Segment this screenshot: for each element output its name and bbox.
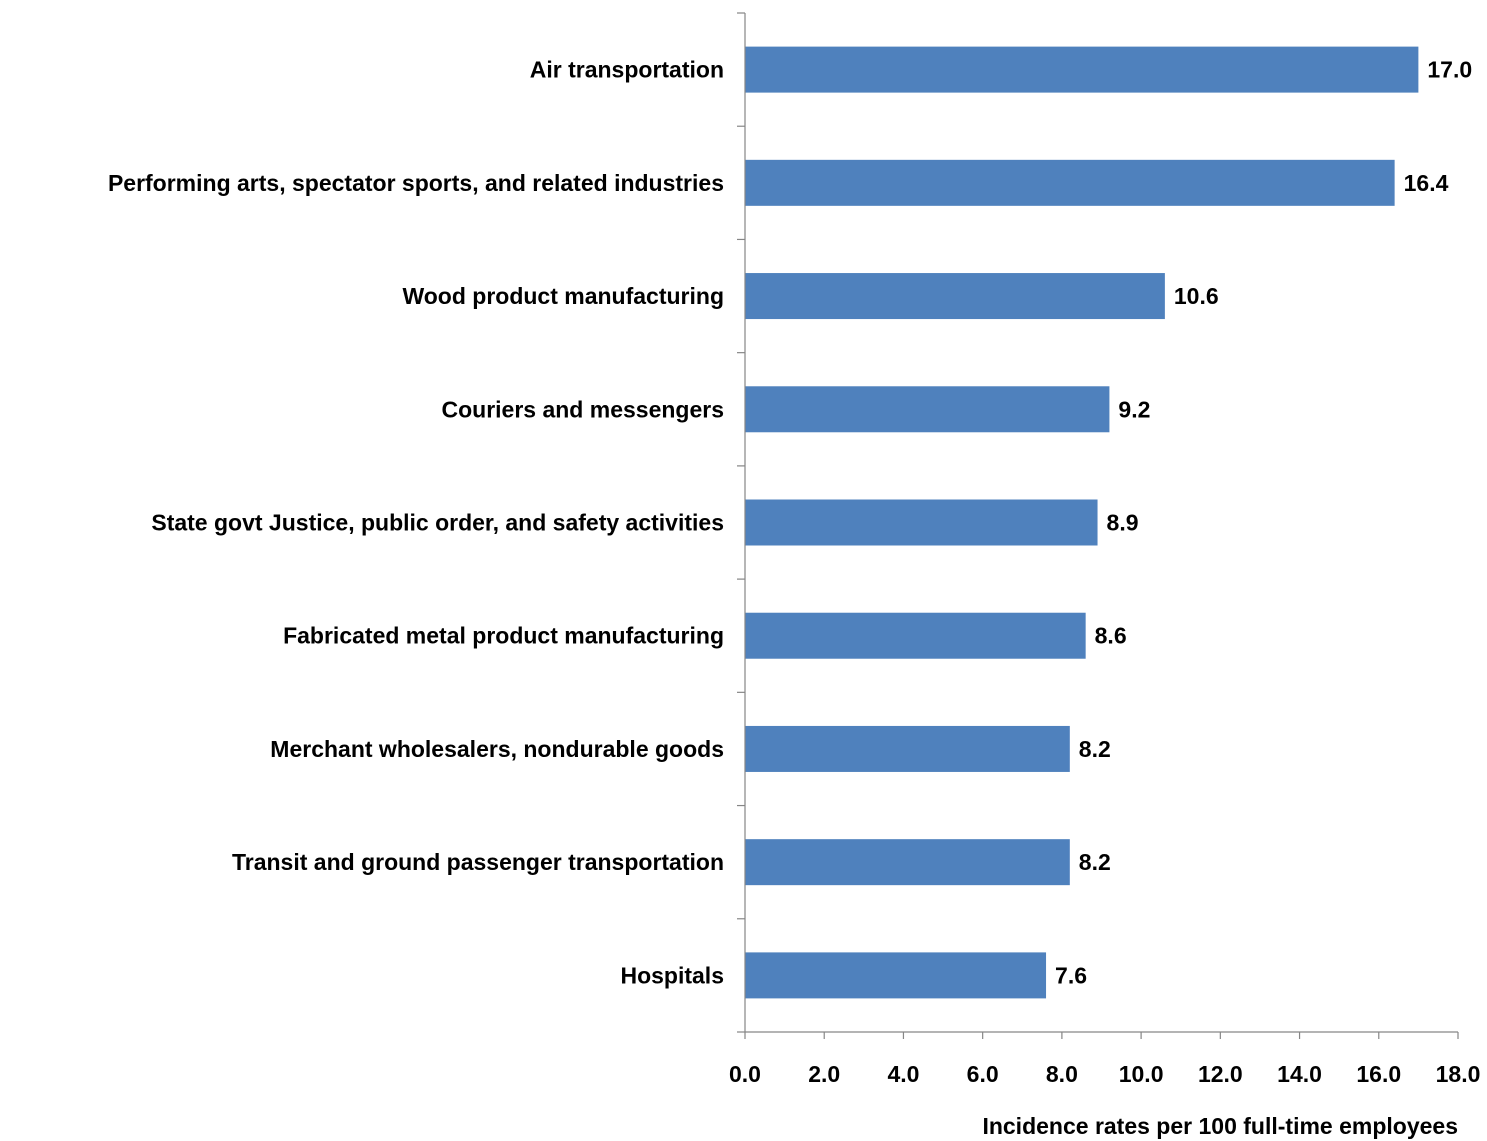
category-label: Transit and ground passenger transportat… [232, 849, 724, 875]
category-label: Performing arts, spectator sports, and r… [108, 170, 724, 196]
data-label: 8.9 [1107, 510, 1139, 536]
bar [745, 499, 1098, 546]
category-label: State govt Justice, public order, and sa… [151, 510, 724, 536]
category-label: Hospitals [620, 962, 724, 988]
data-label: 10.6 [1174, 283, 1219, 309]
x-tick-label: 10.0 [1119, 1061, 1164, 1087]
data-label: 7.6 [1055, 962, 1087, 988]
x-tick-label: 12.0 [1198, 1061, 1243, 1087]
bar [745, 273, 1165, 320]
x-tick-label: 2.0 [808, 1061, 840, 1087]
x-tick-label: 14.0 [1277, 1061, 1322, 1087]
data-label: 8.2 [1079, 849, 1111, 875]
bar [745, 159, 1395, 206]
category-label: Air transportation [530, 57, 724, 83]
data-label: 17.0 [1427, 57, 1472, 83]
bar [745, 612, 1086, 659]
x-tick-label: 6.0 [967, 1061, 999, 1087]
category-label: Couriers and messengers [441, 396, 724, 422]
x-tick-label: 4.0 [887, 1061, 919, 1087]
category-label: Wood product manufacturing [402, 283, 724, 309]
category-label: Merchant wholesalers, nondurable goods [270, 736, 724, 762]
data-label: 8.2 [1079, 736, 1111, 762]
labels-layer: Air transportation 17.0 Performing arts, s… [108, 57, 1480, 1087]
data-label: 9.2 [1118, 396, 1150, 422]
bar [745, 46, 1419, 93]
data-label: 16.4 [1404, 170, 1449, 196]
bar [745, 952, 1047, 999]
data-label: 8.6 [1095, 623, 1127, 649]
bars-layer [745, 46, 1419, 999]
x-tick-label: 16.0 [1356, 1061, 1401, 1087]
x-axis-title: Incidence rates per 100 full-time employ… [982, 1113, 1458, 1139]
bar [745, 386, 1110, 433]
bar [745, 839, 1070, 886]
x-tick-label: 8.0 [1046, 1061, 1078, 1087]
axes-layer [737, 12, 1459, 1039]
x-tick-label: 18.0 [1436, 1061, 1481, 1087]
category-label: Fabricated metal product manufacturing [283, 623, 724, 649]
bar [745, 725, 1070, 772]
x-tick-label: 0.0 [729, 1061, 761, 1087]
